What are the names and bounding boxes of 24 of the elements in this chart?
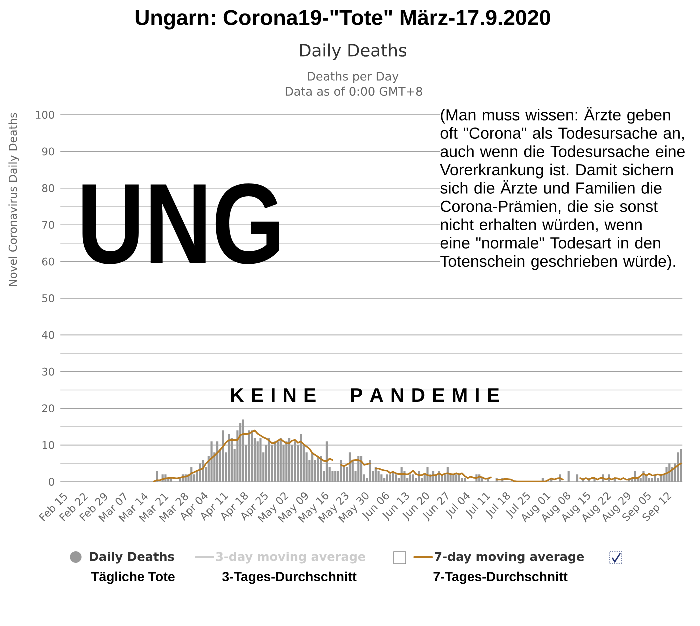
- text: Tägliche Tote: [91, 572, 175, 584]
- text: 7-Tages-Durchschnitt: [434, 572, 568, 584]
- y-tick-label: 40: [42, 331, 54, 340]
- y-tick-label: 50: [42, 294, 54, 302]
- y-tick-label: 70: [42, 221, 54, 230]
- y-axis-title: Novel Coronavirus Daily Deaths: [8, 113, 20, 286]
- text: (Man muss wissen: Ärzte geben oft "Corona" als Todesursache an, auch wenn die Todesursache eine Vorerkrankung ist. Damit sichern sich die Ärzte und Familien die Corona-Prämien, die sie sonst nicht erhalten würden, wenn eine "normale" Todesart in den Totenschein geschrieben würde).: [440, 107, 685, 270]
- y-tick-label: 60: [42, 258, 54, 266]
- y-tick-label: 10: [42, 441, 54, 450]
- annotation: UNG: [82, 184, 280, 264]
- text: 3-Tages-Durchschnitt: [222, 572, 357, 584]
- annotation: K E I N E P A N D E M I E: [232, 388, 500, 402]
- legend-label: 7-day moving average: [435, 552, 584, 564]
- y-tick-label: 80: [42, 184, 54, 192]
- chart-subtitle: Daily Deaths: [300, 44, 407, 60]
- y-tick-label: 30: [42, 368, 54, 376]
- y-tick-label: 100: [36, 111, 54, 119]
- chart-title: Ungarn: Corona19-"Tote" März-17.9.2020: [136, 10, 550, 30]
- text: Data as of 0:00 GMT+8: [286, 86, 422, 96]
- y-tick-label: 90: [42, 148, 54, 156]
- legend-label: Daily Deaths: [90, 552, 174, 564]
- text: Deaths per Day: [308, 72, 399, 84]
- y-tick-label: 0: [49, 478, 54, 486]
- y-tick-label: 20: [42, 404, 54, 413]
